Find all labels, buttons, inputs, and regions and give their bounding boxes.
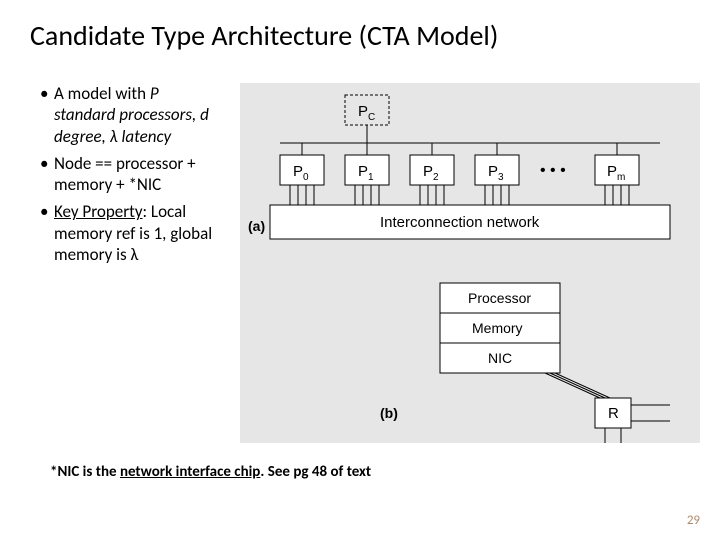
dots: • • • xyxy=(540,162,566,179)
svg-text:P: P xyxy=(358,103,368,120)
svg-text:m: m xyxy=(617,172,625,183)
svg-text:P: P xyxy=(488,163,498,180)
svg-text:Memory: Memory xyxy=(472,320,523,336)
bullet-list: A model with P standard processors, d de… xyxy=(20,83,230,443)
svg-text:P: P xyxy=(607,163,617,180)
svg-text:1: 1 xyxy=(368,172,374,183)
svg-text:P: P xyxy=(423,163,433,180)
svg-text:Processor: Processor xyxy=(468,290,531,306)
node-detail: Processor Memory NIC xyxy=(440,283,560,373)
svg-text:P: P xyxy=(358,163,368,180)
proc-pm: P m xyxy=(595,143,639,205)
proc-p2: P 2 xyxy=(410,143,454,205)
svg-text:P: P xyxy=(293,163,303,180)
footnote: *NIC is the network interface chip. See … xyxy=(0,443,720,481)
page-number: 29 xyxy=(687,513,700,528)
bullet-3: Key Property: Local memory ref is 1, glo… xyxy=(40,201,220,265)
svg-text:3: 3 xyxy=(498,172,504,183)
proc-p3: P 3 xyxy=(475,143,519,205)
svg-text:0: 0 xyxy=(303,172,309,183)
bullet-1: A model with P standard processors, d de… xyxy=(40,83,220,147)
content-row: A model with P standard processors, d de… xyxy=(0,63,720,443)
bullet-2: Node == processor + memory + *NIC xyxy=(40,153,220,196)
slide-title: Candidate Type Architecture (CTA Model) xyxy=(0,0,720,63)
panel-b-label: (b) xyxy=(380,405,398,421)
proc-p1: P 1 xyxy=(345,143,389,205)
svg-text:R: R xyxy=(608,405,619,422)
proc-p0: P 0 xyxy=(280,143,324,205)
svg-text:C: C xyxy=(368,112,375,123)
interconnect-label: Interconnection network xyxy=(380,214,540,231)
diagram: P C P 0 P 1 xyxy=(240,83,700,443)
panel-a-label: (a) xyxy=(248,218,265,234)
svg-text:2: 2 xyxy=(433,172,439,183)
svg-text:NIC: NIC xyxy=(488,350,512,366)
